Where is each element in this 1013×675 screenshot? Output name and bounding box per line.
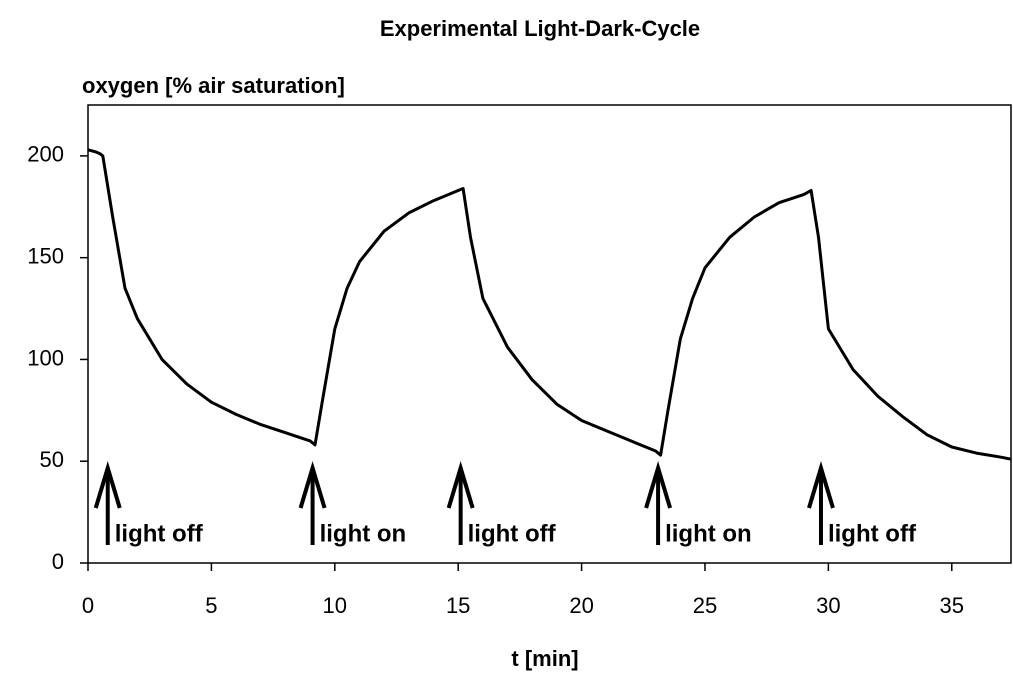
x-axis-label: t [min] <box>511 646 578 671</box>
annotation-label: light on <box>320 520 407 547</box>
annotation-label: light on <box>665 520 752 547</box>
annotation-arrowhead <box>298 461 327 509</box>
annotation-label: light off <box>115 520 204 547</box>
x-tick-label: 35 <box>940 593 964 618</box>
x-tick-label: 15 <box>446 593 470 618</box>
x-tick-label: 30 <box>816 593 840 618</box>
x-tick-label: 5 <box>205 593 217 618</box>
x-tick-label: 20 <box>569 593 593 618</box>
plot-frame <box>87 104 1012 564</box>
annotation-label: light off <box>468 520 557 547</box>
y-tick-label: 100 <box>27 345 64 370</box>
y-tick-label: 150 <box>27 243 64 268</box>
y-tick-label: 50 <box>40 447 64 472</box>
annotation-label: light off <box>828 520 917 547</box>
annotation-arrowhead <box>644 461 673 509</box>
data-line <box>87 148 1012 461</box>
chart-title: Experimental Light-Dark-Cycle <box>380 16 700 41</box>
y-tick-label: 200 <box>27 142 64 167</box>
annotation-arrowhead <box>93 461 122 509</box>
y-axis-label: oxygen [% air saturation] <box>82 73 345 98</box>
x-tick-label: 0 <box>82 593 94 618</box>
x-tick-label: 25 <box>693 593 717 618</box>
annotation-arrowhead <box>807 461 835 509</box>
x-tick-label: 10 <box>323 593 347 618</box>
y-tick-label: 0 <box>52 549 64 574</box>
annotation-arrowhead <box>446 461 475 509</box>
